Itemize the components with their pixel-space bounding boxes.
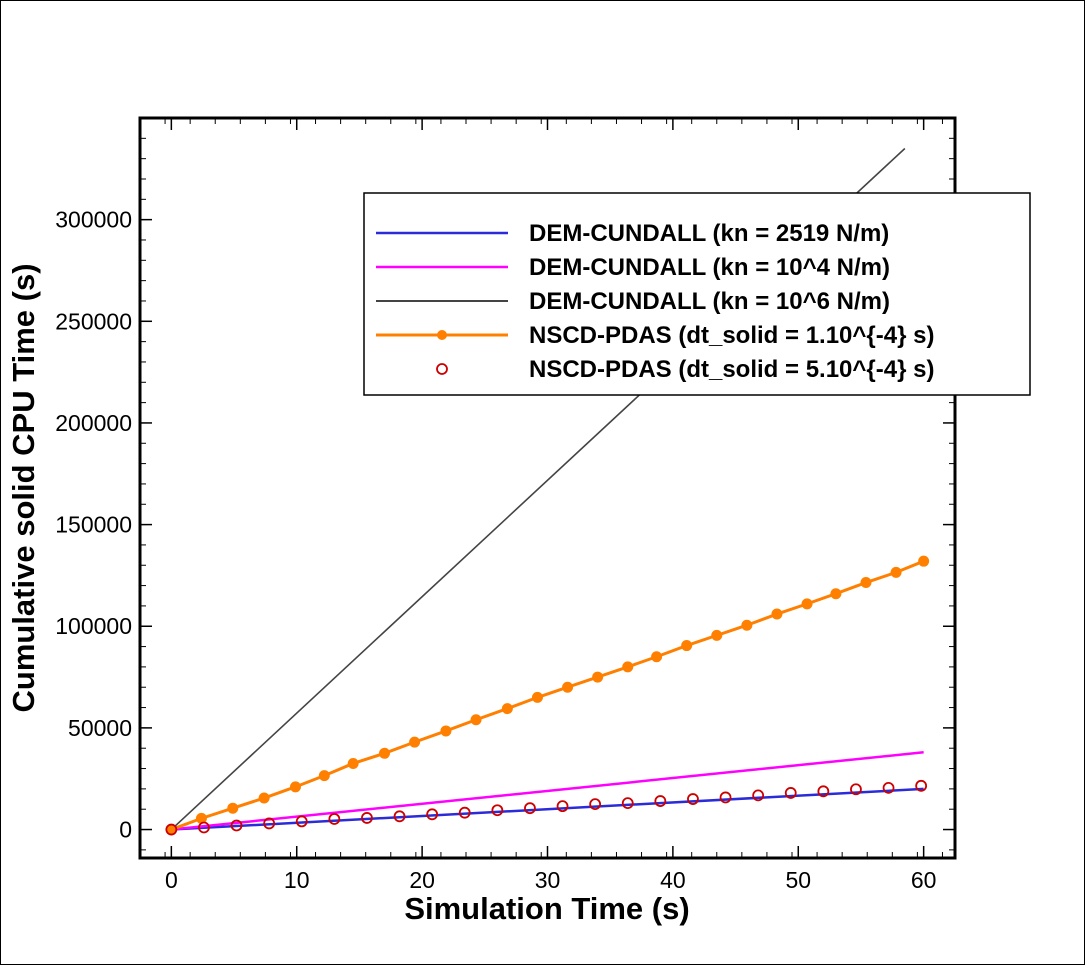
y-tick-label: 0 xyxy=(119,817,132,843)
series-5-point xyxy=(752,789,765,802)
legend-label-4: NSCD-PDAS (dt_solid = 1.10^{-4} s) xyxy=(529,322,934,349)
y-tick-label: 100000 xyxy=(55,613,132,639)
y-tick-label: 300000 xyxy=(55,207,132,233)
y-tick-label: 250000 xyxy=(55,308,132,334)
series-5-point xyxy=(491,804,504,817)
series-4-point xyxy=(440,725,452,737)
series-4-point xyxy=(409,736,421,748)
series-4-point xyxy=(801,598,813,610)
y-tick-label: 50000 xyxy=(68,715,132,741)
y-tick-label: 150000 xyxy=(55,512,132,538)
series-4-point xyxy=(562,681,574,693)
series-5-point xyxy=(328,813,341,825)
series-4-point xyxy=(318,770,330,782)
series-5-point xyxy=(295,815,308,828)
x-tick-label: 50 xyxy=(785,867,811,893)
series-5-point xyxy=(687,793,699,805)
series-4-point xyxy=(830,588,842,600)
x-tick-label: 30 xyxy=(535,867,561,893)
legend: DEM-CUNDALL (kn = 2519 N/m) DEM-CUNDALL (… xyxy=(363,192,1031,396)
series-5-point xyxy=(263,817,276,830)
series-5-point xyxy=(361,812,373,824)
series-5-point xyxy=(165,823,178,836)
x-axis-label: Simulation Time (s) xyxy=(404,891,689,926)
series-4-point xyxy=(592,671,604,683)
series-5-point xyxy=(915,779,928,792)
series-5-point xyxy=(784,787,797,799)
series-4-point xyxy=(258,792,270,804)
series-4-point xyxy=(289,781,301,793)
series-5-point xyxy=(524,802,536,815)
series-4-point xyxy=(741,619,753,631)
series-4-point xyxy=(860,577,872,589)
series-4-point xyxy=(531,691,543,703)
series-4-point xyxy=(379,747,390,759)
legend-box xyxy=(363,192,1031,396)
series-5-point xyxy=(230,819,243,832)
series-5-point xyxy=(556,800,569,813)
series-5-point xyxy=(817,785,830,798)
legend-label-1: DEM-CUNDALL (kn = 2519 N/m) xyxy=(529,220,889,247)
series-4-point xyxy=(918,555,930,567)
series-1-line xyxy=(171,787,924,831)
series-5-point xyxy=(426,808,439,821)
legend-label-3: DEM-CUNDALL (kn = 10^6 N/m) xyxy=(529,288,890,315)
series-4-point xyxy=(771,608,783,620)
legend-marker-5 xyxy=(436,363,448,375)
legend-item-1: DEM-CUNDALL (kn = 2519 N/m) xyxy=(376,220,889,247)
legend-item-5: NSCD-PDAS (dt_solid = 5.10^{-4} s) xyxy=(436,356,934,383)
series-4-point xyxy=(501,703,513,715)
series-4-point xyxy=(227,802,239,814)
x-tick-label: 60 xyxy=(911,867,937,893)
series-5-point xyxy=(850,783,862,796)
series-4-point xyxy=(711,629,723,641)
series-2 xyxy=(171,751,924,831)
y-tick-label: 200000 xyxy=(55,410,132,436)
series-5-point xyxy=(198,821,210,834)
legend-item-2: DEM-CUNDALL (kn = 10^4 N/m) xyxy=(376,254,890,281)
series-5 xyxy=(165,779,928,836)
series-5-point xyxy=(393,810,406,823)
x-tick-label: 10 xyxy=(284,867,310,893)
series-5-point xyxy=(458,806,471,819)
x-tick-label: 40 xyxy=(660,867,686,893)
legend-item-3: DEM-CUNDALL (kn = 10^6 N/m) xyxy=(376,288,890,315)
series-5-point xyxy=(654,795,667,807)
series-5-point xyxy=(621,797,634,810)
legend-marker-4 xyxy=(437,330,447,340)
legend-item-4: NSCD-PDAS (dt_solid = 1.10^{-4} s) xyxy=(376,322,934,349)
series-4-point xyxy=(347,757,359,769)
series-4-point xyxy=(470,714,482,726)
x-tick-label: 20 xyxy=(409,867,435,893)
x-tick-label: 0 xyxy=(165,867,178,893)
y-axis-label: Cumulative solid CPU Time (s) xyxy=(6,263,41,712)
series-4 xyxy=(165,555,930,836)
series-4-point xyxy=(651,651,663,663)
legend-label-2: DEM-CUNDALL (kn = 10^4 N/m) xyxy=(529,254,890,281)
series-5-point xyxy=(882,781,895,794)
series-4-point xyxy=(622,661,634,673)
ticks-layer: 0 10 20 30 40 50 60 0 50000 100000 150000 200000 250… xyxy=(55,117,955,893)
series-5-point xyxy=(589,798,602,811)
legend-label-5: NSCD-PDAS (dt_solid = 5.10^{-4} s) xyxy=(529,356,934,383)
series-5-point xyxy=(719,791,732,804)
series-2-line xyxy=(171,751,924,831)
series-4-point xyxy=(890,566,902,578)
series-1 xyxy=(171,787,924,831)
series-4-point xyxy=(681,640,693,652)
